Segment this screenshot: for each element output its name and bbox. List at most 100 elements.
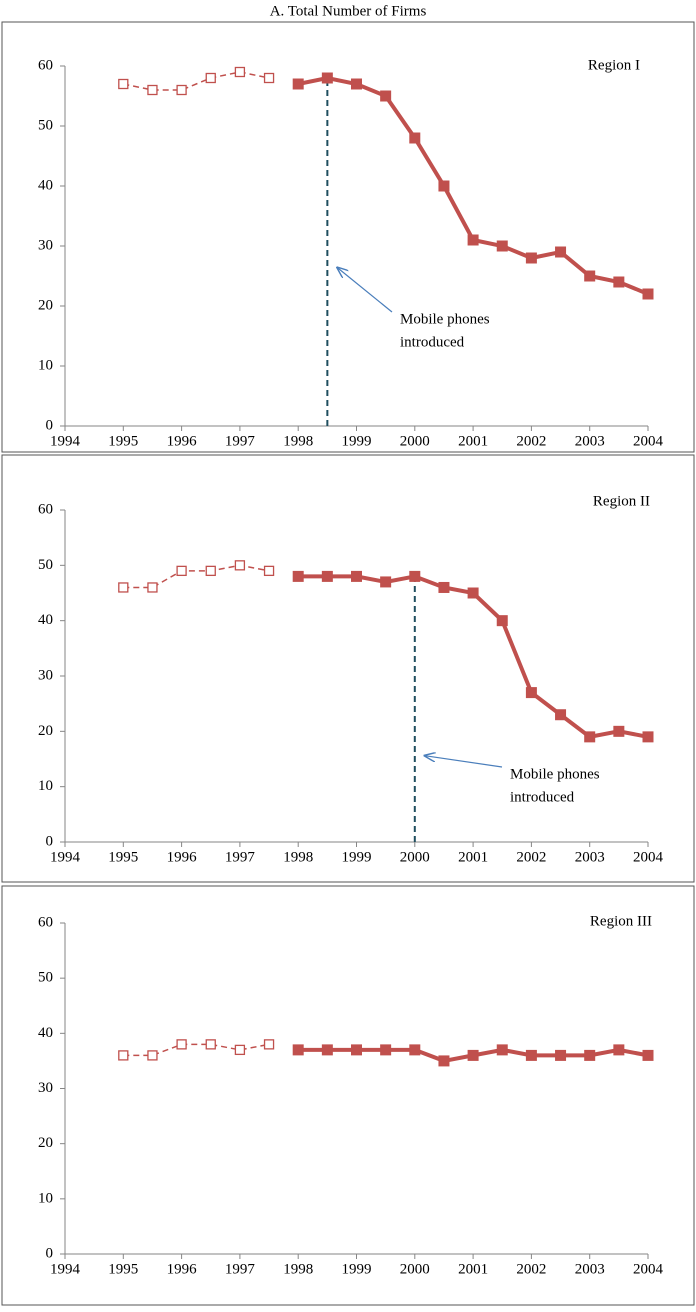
data-point [438, 581, 450, 593]
y-tick-label: 20 [38, 1135, 53, 1151]
y-tick-label: 50 [38, 117, 53, 133]
y-tick-label: 10 [38, 1190, 53, 1206]
x-tick-label: 2001 [458, 1261, 488, 1277]
y-tick-label: 60 [38, 57, 53, 73]
data-point [147, 582, 158, 593]
data-point [467, 587, 479, 599]
x-tick-label: 1999 [342, 849, 372, 865]
data-point [321, 72, 333, 84]
data-point [525, 687, 537, 699]
data-point [555, 246, 567, 258]
data-point [205, 72, 216, 84]
y-tick-label: 20 [38, 297, 53, 313]
data-point [613, 725, 625, 737]
x-tick-label: 2003 [575, 849, 605, 865]
y-tick-label: 20 [38, 723, 53, 739]
x-tick-label: 2003 [575, 433, 605, 449]
data-point [205, 1039, 216, 1050]
x-tick-label: 1996 [167, 1261, 198, 1277]
x-tick-label: 1994 [50, 433, 81, 449]
x-tick-label: 2000 [400, 849, 430, 865]
data-point [438, 1055, 450, 1067]
x-tick-label: 2002 [516, 1261, 546, 1277]
x-tick-label: 2000 [400, 433, 430, 449]
annotation-text: Mobile phones [400, 311, 490, 327]
data-point [613, 276, 625, 288]
x-tick-label: 1998 [283, 849, 313, 865]
data-point [234, 560, 246, 571]
data-point [525, 252, 537, 264]
y-tick-label: 40 [38, 612, 53, 628]
y-tick-label: 50 [38, 557, 53, 573]
y-tick-label: 60 [38, 914, 53, 930]
data-point [351, 78, 362, 90]
data-point [438, 180, 450, 192]
x-tick-label: 1998 [283, 1261, 313, 1277]
data-point [292, 570, 304, 582]
data-point [409, 1044, 421, 1056]
x-tick-label: 2001 [458, 849, 488, 865]
data-point [292, 78, 304, 90]
data-point [584, 270, 596, 282]
x-tick-label: 1999 [342, 433, 372, 449]
data-point [263, 1039, 275, 1050]
y-tick-label: 10 [38, 778, 53, 794]
data-point [321, 1044, 333, 1056]
data-point [467, 234, 479, 246]
panel-title: Region I [588, 57, 640, 73]
x-tick-label: 2001 [458, 433, 488, 449]
x-tick-label: 1996 [167, 433, 198, 449]
x-tick-label: 2004 [633, 433, 664, 449]
x-tick-label: 1997 [225, 433, 256, 449]
data-point [263, 565, 275, 577]
x-tick-label: 1997 [225, 1261, 256, 1277]
data-point [380, 576, 392, 588]
data-point [321, 570, 333, 582]
data-point [234, 1044, 246, 1056]
data-point [118, 582, 129, 593]
data-point [496, 240, 508, 252]
data-point [176, 565, 187, 577]
data-point [555, 1049, 567, 1061]
data-point [467, 1049, 479, 1061]
x-tick-label: 2000 [400, 1261, 430, 1277]
y-tick-label: 30 [38, 1080, 53, 1096]
data-point [409, 570, 421, 582]
annotation-arrow [337, 268, 393, 313]
figure-title: A. Total Number of Firms [270, 3, 427, 19]
data-point [642, 731, 654, 743]
y-tick-label: 0 [46, 417, 54, 433]
y-tick-label: 30 [38, 237, 53, 253]
panel-frame [1, 21, 695, 453]
data-point [118, 78, 129, 90]
x-tick-label: 2004 [633, 849, 664, 865]
data-point [496, 1044, 508, 1056]
data-point [147, 84, 158, 96]
y-tick-label: 30 [38, 667, 53, 683]
x-tick-label: 1994 [50, 1261, 81, 1277]
x-tick-label: 1995 [108, 1261, 138, 1277]
series-line [298, 574, 649, 739]
data-point [584, 731, 596, 743]
panel-title: Region II [593, 493, 650, 509]
data-point [380, 1044, 392, 1056]
data-point [234, 66, 246, 78]
data-point [380, 90, 392, 102]
y-tick-label: 0 [46, 833, 54, 849]
x-tick-label: 1996 [167, 849, 198, 865]
data-point [176, 84, 187, 96]
panel-title: Region III [590, 913, 652, 929]
series-line [123, 1043, 270, 1057]
data-point [613, 1044, 625, 1056]
x-tick-label: 1999 [342, 1261, 372, 1277]
y-tick-label: 50 [38, 970, 53, 986]
data-point [409, 132, 421, 144]
x-tick-label: 2004 [633, 1261, 664, 1277]
x-tick-label: 2003 [575, 1261, 605, 1277]
data-point [642, 1049, 654, 1061]
data-point [555, 709, 567, 721]
data-point [496, 615, 508, 627]
series-line [297, 75, 649, 296]
data-point [292, 1044, 304, 1056]
annotation-text: introduced [510, 789, 575, 805]
